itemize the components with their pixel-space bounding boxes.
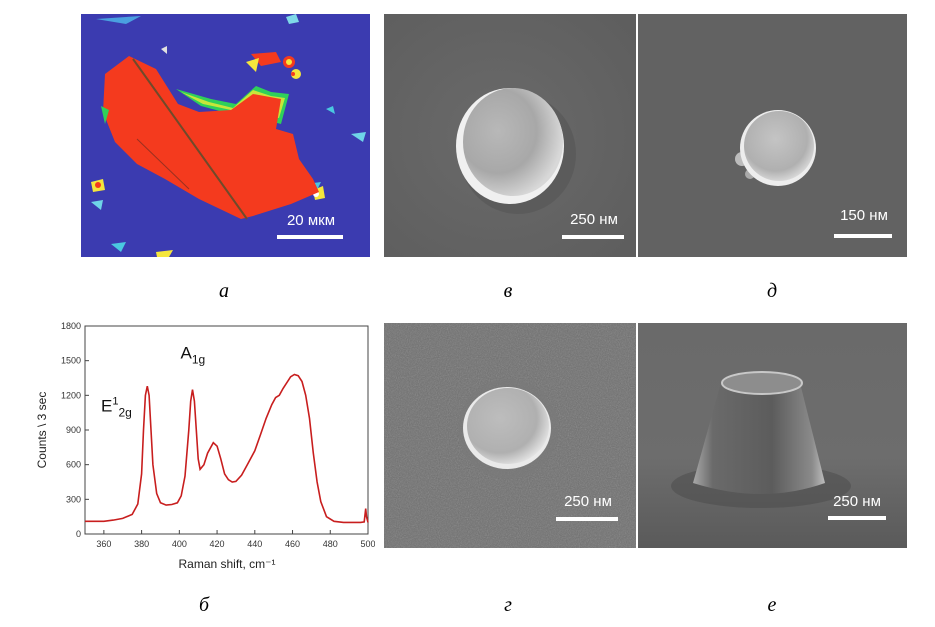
y-tick-label: 900 (66, 425, 81, 435)
caption-g: г (504, 594, 512, 616)
panel-b-raman-chart: 360 380 400 420 440 460 480 500 0 300 600 900 1200 15… (30, 318, 375, 574)
x-tick-label: 400 (172, 539, 187, 549)
sem-small-disk-image (638, 14, 907, 257)
scale-label-v: 250 нм (570, 211, 618, 228)
raman-series-line (85, 373, 369, 524)
y-tick-label: 1800 (61, 321, 81, 331)
scale-label-g: 250 нм (564, 493, 612, 510)
caption-e: е (767, 594, 777, 616)
caption-b: б (198, 594, 210, 616)
sem-disk-image (384, 14, 636, 257)
panel-d-sem-small-disk: 150 нм (638, 14, 907, 257)
y-tick-label: 600 (66, 460, 81, 470)
panel-v-sem-disk: 250 нм (384, 14, 636, 257)
x-tick-label: 360 (96, 539, 111, 549)
y-tick-label: 0 (76, 529, 81, 539)
x-tick-label: 420 (210, 539, 225, 549)
y-tick-label: 300 (66, 494, 81, 504)
y-tick-label: 1500 (61, 356, 81, 366)
caption-a: а (219, 280, 229, 302)
plot-frame (84, 325, 369, 535)
x-tick-label: 460 (285, 539, 300, 549)
x-tick-label: 440 (247, 539, 262, 549)
optical-map-image (81, 14, 370, 257)
raman-chart: 360 380 400 420 440 460 480 500 0 300 600 900 1200 15… (35, 321, 375, 571)
x-tick-label: 380 (134, 539, 149, 549)
sem-pillar-image (638, 323, 907, 548)
y-tick-label: 1200 (61, 390, 81, 400)
caption-v: в (503, 280, 513, 302)
scale-label-a: 20 мкм (286, 212, 336, 229)
peak-label: E12g (101, 396, 132, 420)
y-axis-label: Counts \ 3 sec (35, 392, 49, 469)
x-tick-label: 480 (323, 539, 338, 549)
sem-disk-rough-image (384, 323, 636, 548)
caption-d: д (766, 280, 778, 302)
x-axis-label: Raman shift, cm⁻¹ (178, 557, 275, 571)
scale-label-e: 250 нм (833, 493, 881, 510)
scale-label-d: 150 нм (840, 207, 888, 224)
panel-e-sem-pillar: 250 нм (638, 323, 907, 548)
x-tick-label: 500 (360, 539, 375, 549)
panel-g-sem-disk: 250 нм (384, 323, 636, 548)
panel-a-optical-map: 20 мкм (81, 14, 370, 257)
peak-label: A1g (181, 343, 206, 366)
